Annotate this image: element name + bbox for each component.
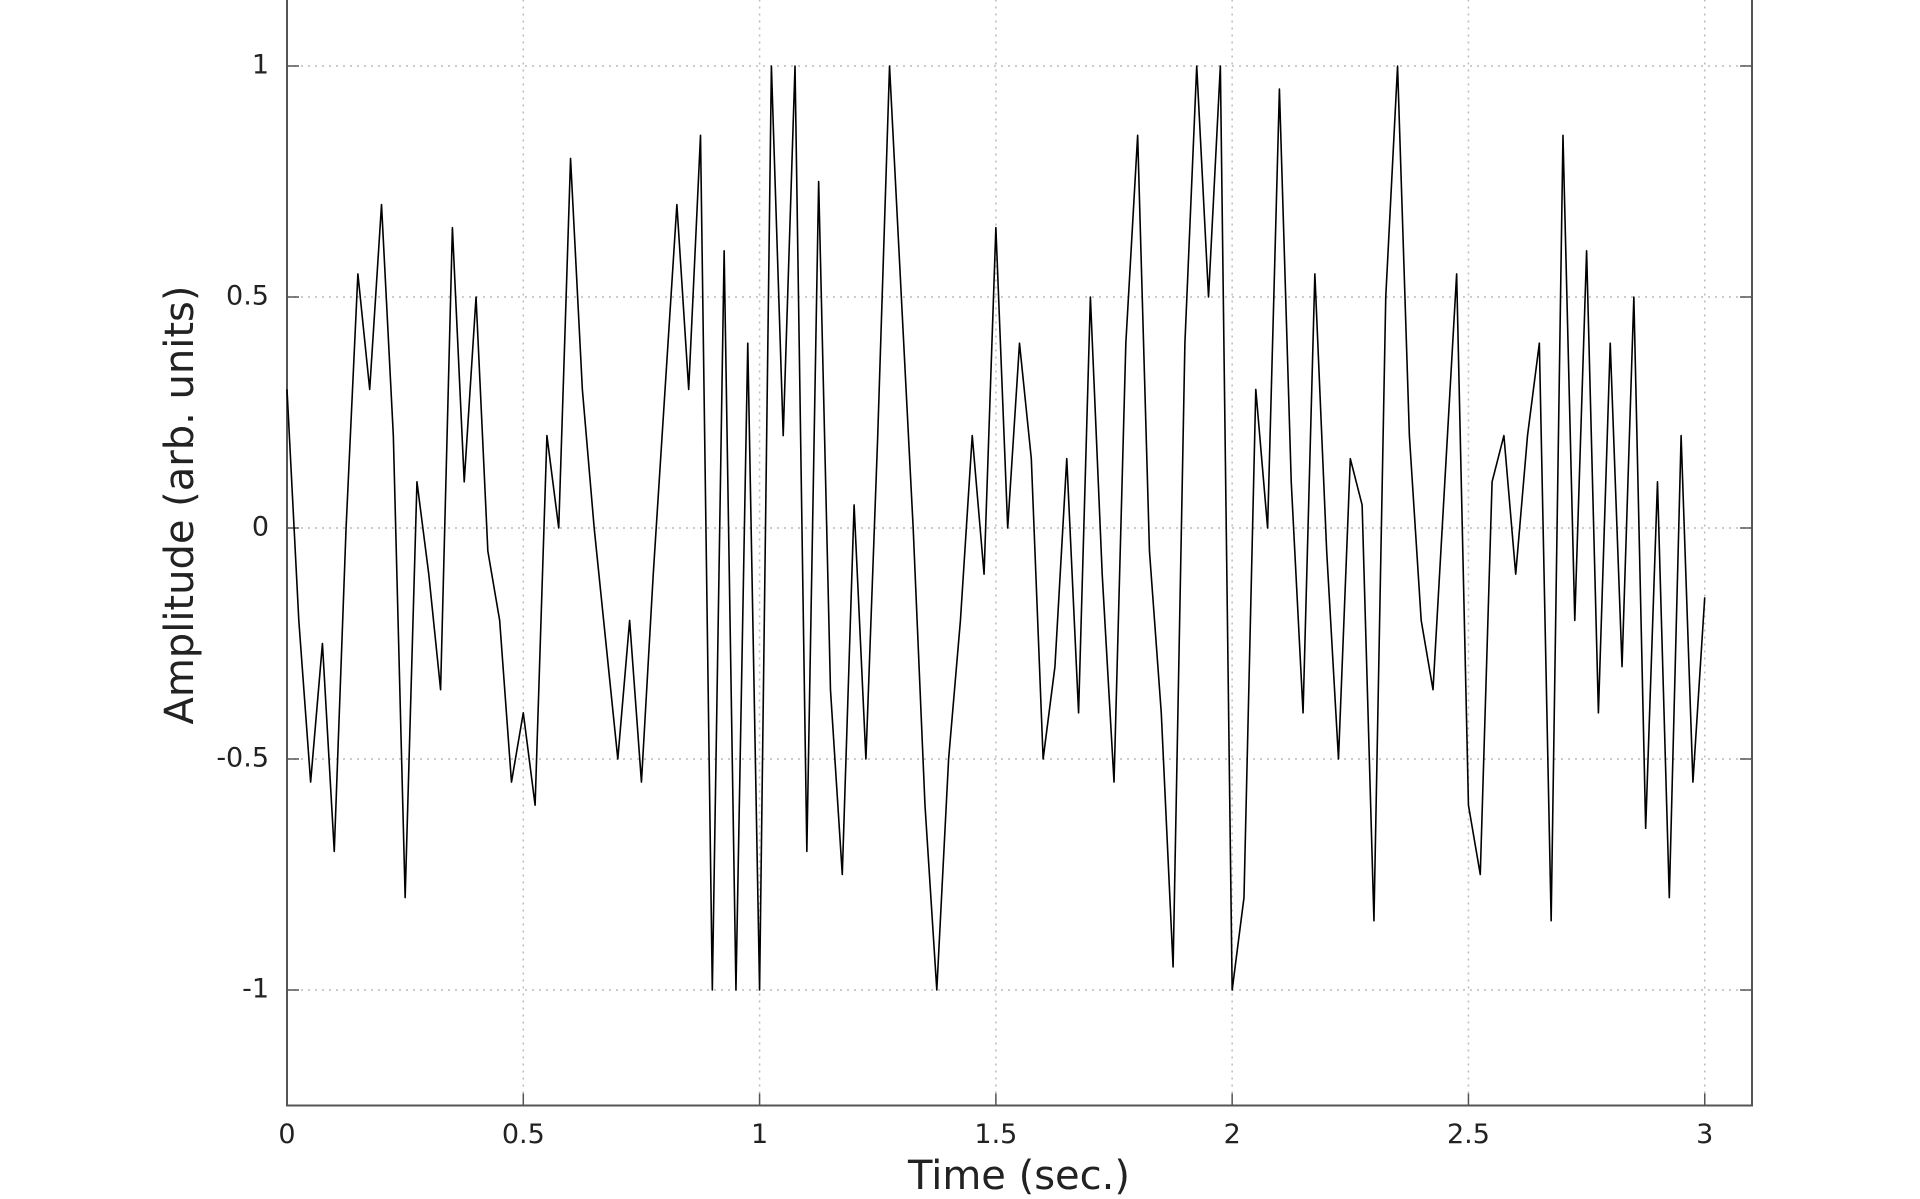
x-tick-label: 1.5 <box>974 1119 1017 1150</box>
x-axis-label: Time (sec.) <box>907 1153 1130 1199</box>
x-tick-label: 2.5 <box>1447 1119 1490 1150</box>
x-tick-label: 2 <box>1224 1119 1241 1150</box>
y-tick-label: 0.5 <box>226 281 269 312</box>
y-tick-label: -1 <box>242 974 269 1005</box>
x-tick-label: 0 <box>278 1119 295 1150</box>
y-tick-label: 0 <box>252 512 269 543</box>
y-tick-label: 1 <box>252 50 269 81</box>
x-tick-label: 1 <box>751 1119 768 1150</box>
x-tick-label: 3 <box>1696 1119 1713 1150</box>
y-axis-label: Amplitude (arb. units) <box>157 285 203 724</box>
axes-frame <box>286 0 1753 1107</box>
y-tick-label: -0.5 <box>216 743 269 774</box>
signal-line <box>286 65 1706 991</box>
x-tick-label: 0.5 <box>502 1119 545 1150</box>
